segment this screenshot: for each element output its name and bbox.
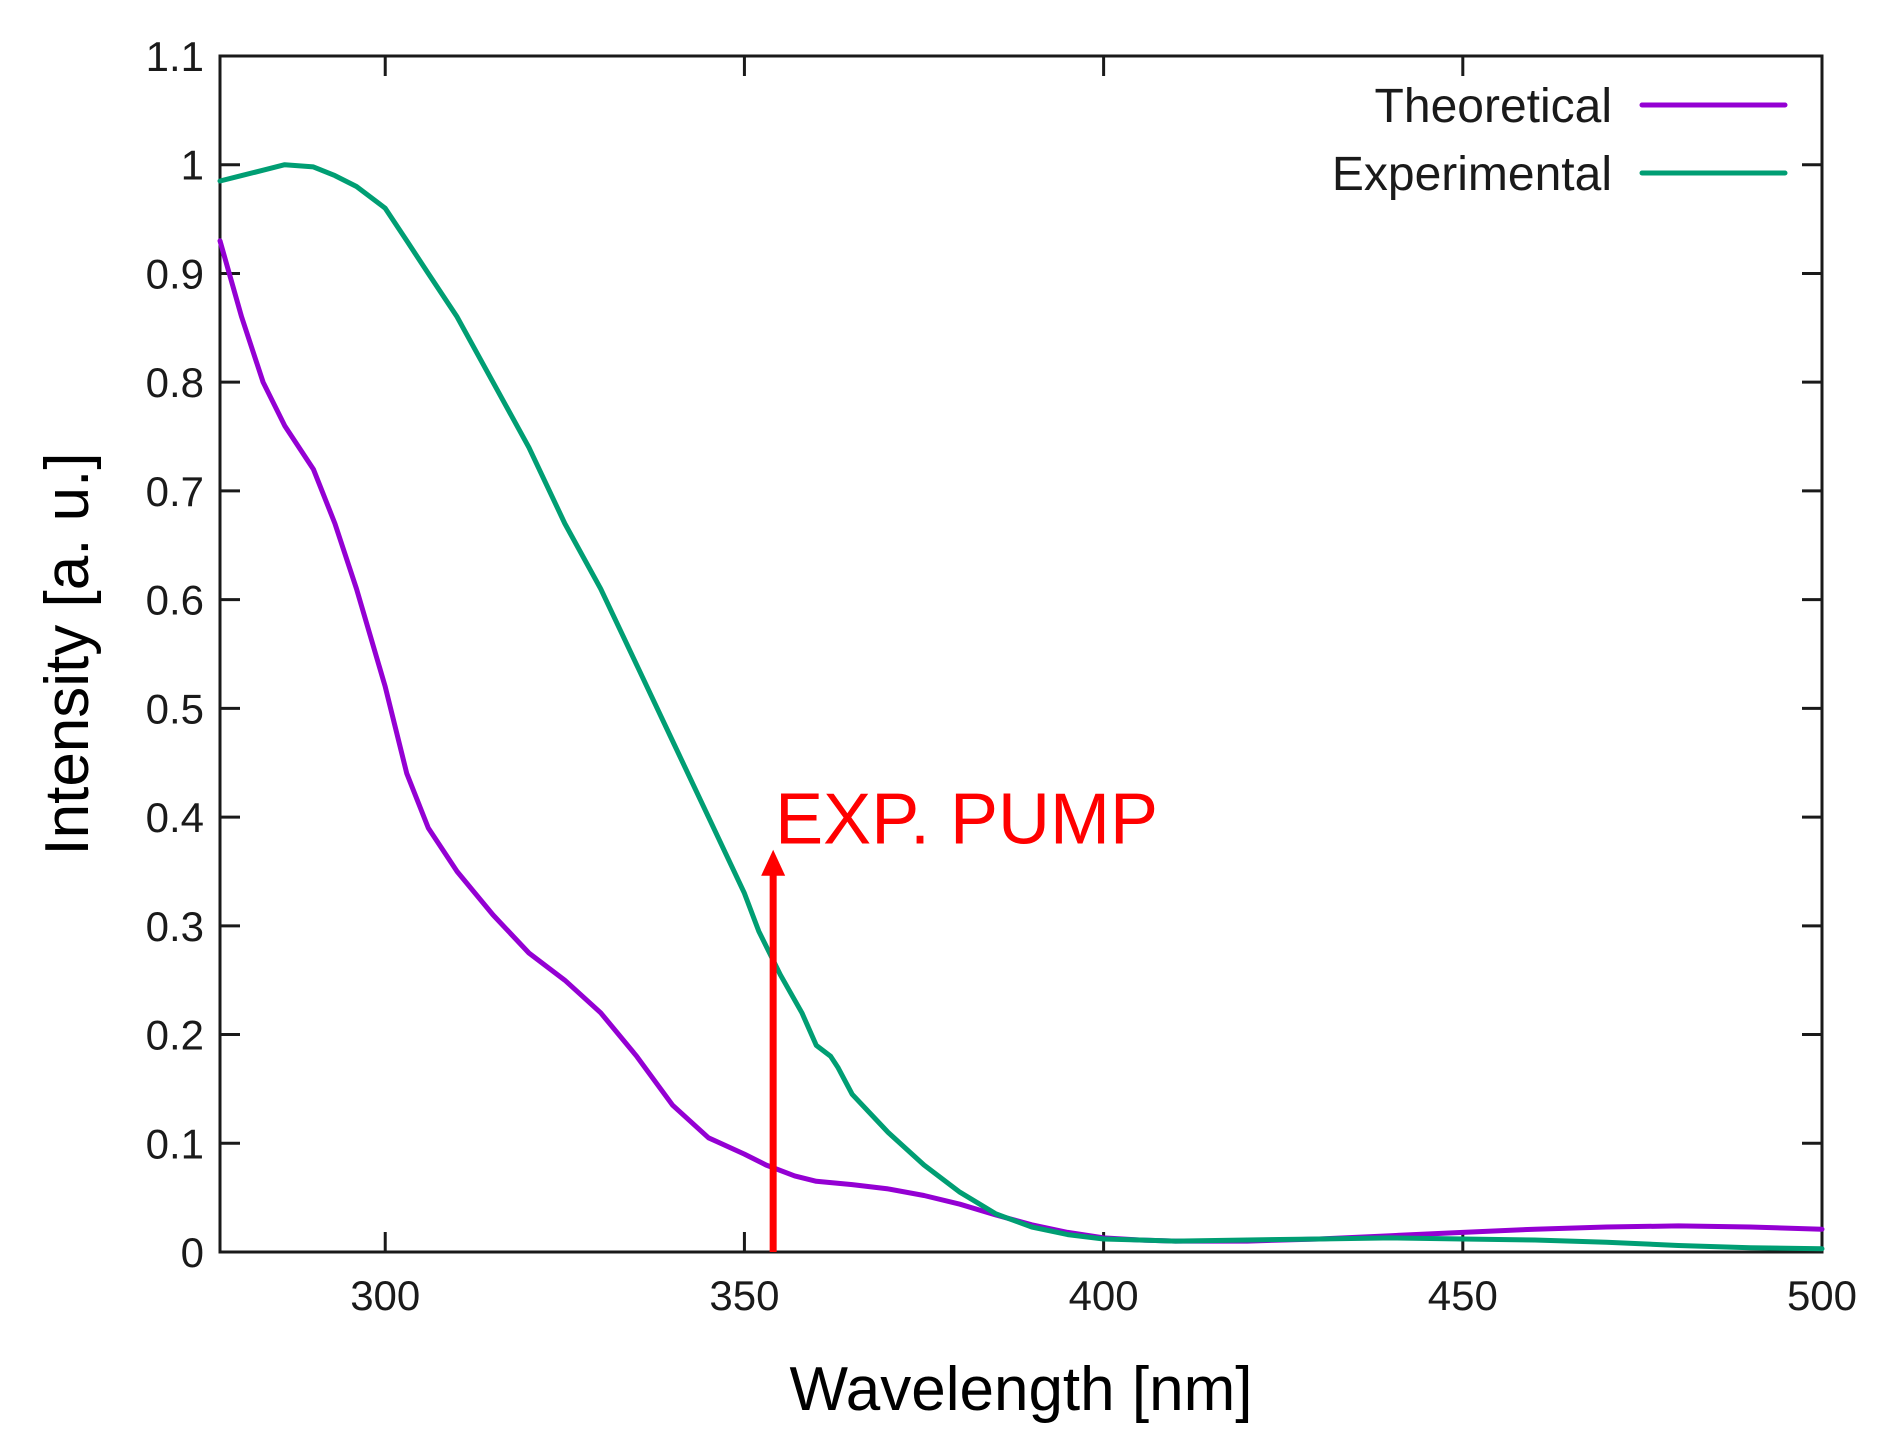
series-line-theoretical bbox=[217, 238, 1825, 1244]
series-layer bbox=[217, 162, 1825, 1252]
pump-arrow-head bbox=[761, 849, 786, 876]
y-tick-label: 0.2 bbox=[146, 1012, 204, 1059]
y-tick-label: 0 bbox=[181, 1229, 204, 1276]
y-tick-label: 0.9 bbox=[146, 250, 204, 297]
y-tick-label: 0.6 bbox=[146, 577, 204, 624]
y-tick-label: 0.1 bbox=[146, 1120, 204, 1167]
x-tick-label: 450 bbox=[1428, 1272, 1498, 1319]
y-tick-label: 0.3 bbox=[146, 903, 204, 950]
y-tick-label: 0.7 bbox=[146, 468, 204, 515]
legend-label-theoretical: Theoretical bbox=[1375, 80, 1612, 133]
plot-frame bbox=[218, 54, 1824, 1254]
y-axis-title: Intensity [a. u.] bbox=[33, 452, 102, 855]
legend: Theoretical Experimental bbox=[1332, 80, 1788, 201]
x-axis-title: Wavelength [nm] bbox=[790, 1355, 1253, 1424]
y-tick-label: 0.4 bbox=[146, 794, 204, 841]
axis-ticks: 300 350 400 450 500 0 0.1 0.2 0.3 0.4 0.5 0.6 0.7 0.8… bbox=[146, 33, 1857, 1319]
annotation-layer: EXP. PUMP bbox=[761, 780, 1158, 1252]
y-tick-label: 1.1 bbox=[146, 33, 204, 80]
x-tick-label: 300 bbox=[350, 1272, 420, 1319]
x-tick-label: 500 bbox=[1787, 1272, 1857, 1319]
pump-annotation-label: EXP. PUMP bbox=[775, 780, 1158, 860]
x-tick-label: 400 bbox=[1069, 1272, 1139, 1319]
y-tick-label: 0.5 bbox=[146, 685, 204, 732]
x-tick-label: 350 bbox=[709, 1272, 779, 1319]
y-tick-label: 0.8 bbox=[146, 359, 204, 406]
series-line-experimental bbox=[217, 162, 1825, 1252]
y-tick-label: 1 bbox=[181, 142, 204, 189]
legend-label-experimental: Experimental bbox=[1332, 148, 1612, 201]
